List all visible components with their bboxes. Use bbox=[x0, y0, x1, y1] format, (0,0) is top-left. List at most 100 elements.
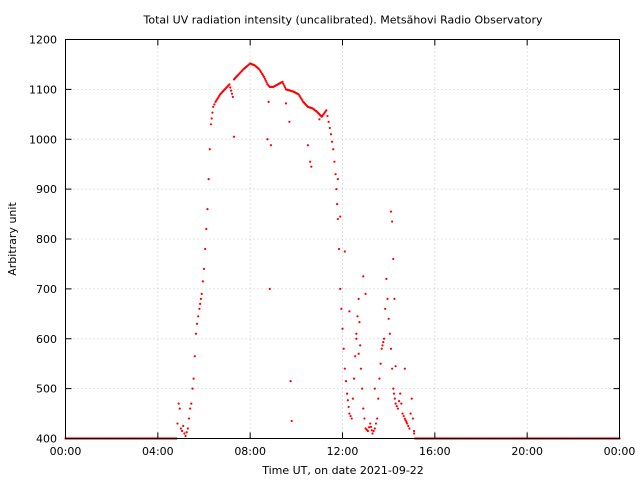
data-point-121 bbox=[176, 422, 179, 425]
outlier-point-12 bbox=[318, 118, 321, 121]
data-point-284 bbox=[334, 173, 337, 176]
x-tick-label-6: 00:00 bbox=[604, 445, 636, 458]
data-point-303 bbox=[354, 355, 357, 358]
grid bbox=[65, 39, 620, 439]
data-point-149 bbox=[207, 178, 210, 181]
data-point-310 bbox=[361, 387, 364, 390]
data-point-144 bbox=[201, 280, 204, 283]
data-point-231 bbox=[283, 86, 287, 89]
x-axis-ticks: 00:00 04:00 08:00 12:00 16:00 20:00 00:00 bbox=[50, 39, 636, 458]
outlier-point-26 bbox=[394, 365, 397, 368]
data-point-143 bbox=[200, 292, 203, 295]
outlier-point-4 bbox=[269, 144, 273, 147]
data-point-358 bbox=[411, 417, 415, 420]
data-point-299 bbox=[349, 414, 352, 418]
y-tick-label-1: 500 bbox=[36, 383, 57, 396]
data-point-152 bbox=[210, 117, 213, 120]
data-point-278 bbox=[327, 120, 330, 123]
outlier-point-25 bbox=[393, 297, 396, 300]
outlier-point-13 bbox=[336, 178, 339, 181]
data-point-281 bbox=[331, 140, 334, 143]
data-point-287 bbox=[336, 217, 339, 221]
data-point-316 bbox=[367, 426, 371, 429]
outlier-point-10 bbox=[309, 160, 312, 163]
data-point-172 bbox=[229, 86, 232, 89]
data-point-276 bbox=[325, 109, 328, 112]
data-point-309 bbox=[359, 367, 363, 370]
outlier-point-5 bbox=[284, 102, 288, 105]
data-point-277 bbox=[326, 114, 329, 118]
data-point-343 bbox=[395, 404, 398, 408]
data-point-308 bbox=[359, 344, 362, 347]
data-point-122 bbox=[177, 402, 180, 405]
y-tick-label-8: 1200 bbox=[29, 34, 57, 47]
outlier-point-28 bbox=[412, 429, 416, 433]
data-points bbox=[64, 62, 621, 440]
data-point-311 bbox=[362, 407, 365, 410]
data-point-345 bbox=[397, 399, 401, 403]
data-point-333 bbox=[385, 277, 388, 280]
outlier-point-18 bbox=[357, 352, 360, 355]
outlier-point-11 bbox=[310, 165, 313, 168]
data-point-154 bbox=[212, 105, 215, 108]
data-point-280 bbox=[329, 133, 333, 136]
data-point-328 bbox=[380, 347, 383, 350]
data-point-294 bbox=[344, 380, 348, 383]
outlier-point-14 bbox=[339, 215, 342, 218]
data-point-347 bbox=[400, 402, 403, 405]
outlier-point-27 bbox=[403, 367, 406, 370]
data-point-350 bbox=[403, 417, 406, 420]
data-point-306 bbox=[357, 297, 360, 300]
data-point-338 bbox=[391, 367, 394, 370]
data-point-330 bbox=[382, 340, 385, 344]
outlier-point-17 bbox=[355, 337, 358, 340]
data-point-171 bbox=[228, 83, 231, 86]
data-point-297 bbox=[347, 405, 350, 409]
data-point-318 bbox=[369, 425, 373, 428]
data-point-348 bbox=[401, 412, 404, 415]
x-tick-label-3: 12:00 bbox=[327, 445, 359, 458]
data-point-349 bbox=[402, 414, 405, 418]
data-point-139 bbox=[197, 315, 200, 318]
data-point-324 bbox=[376, 417, 379, 420]
outlier-point-8 bbox=[290, 419, 293, 423]
data-point-127 bbox=[183, 432, 186, 435]
data-point-335 bbox=[387, 317, 390, 320]
data-point-301 bbox=[351, 397, 354, 400]
x-tick-label-4: 16:00 bbox=[419, 445, 451, 458]
data-point-123 bbox=[178, 407, 181, 410]
data-point-304 bbox=[355, 332, 358, 335]
data-point-352 bbox=[405, 420, 408, 423]
data-point-282 bbox=[332, 148, 335, 151]
data-point-329 bbox=[381, 344, 384, 347]
data-point-134 bbox=[191, 387, 194, 390]
data-point-228 bbox=[281, 80, 284, 83]
y-tick-label-2: 600 bbox=[36, 333, 57, 346]
data-point-340 bbox=[392, 392, 396, 395]
data-point-305 bbox=[356, 315, 359, 318]
data-point-132 bbox=[189, 407, 192, 410]
data-point-341 bbox=[393, 397, 396, 400]
data-point-302 bbox=[352, 377, 356, 380]
data-point-138 bbox=[195, 322, 199, 325]
data-point-141 bbox=[199, 302, 202, 305]
data-point-153 bbox=[211, 111, 214, 114]
outlier-point-0 bbox=[232, 135, 236, 138]
chart-title: Total UV radiation intensity (uncalibrat… bbox=[143, 14, 543, 27]
y-axis-ticks: 400 500 600 700 800 900 1000 1100 1200 bbox=[29, 34, 620, 446]
data-point-211 bbox=[265, 81, 268, 84]
outlier-point-19 bbox=[362, 275, 365, 278]
data-point-124 bbox=[179, 427, 183, 430]
data-point-229 bbox=[282, 82, 285, 85]
x-axis-label: Time UT, on date 2021-09-22 bbox=[261, 464, 424, 477]
y-tick-label-5: 900 bbox=[36, 183, 57, 196]
data-point-321 bbox=[372, 429, 375, 433]
outlier-point-22 bbox=[389, 210, 393, 213]
outlier-point-16 bbox=[348, 310, 351, 313]
data-point-296 bbox=[346, 399, 349, 402]
data-point-312 bbox=[363, 417, 366, 420]
y-tick-label-6: 1000 bbox=[29, 133, 57, 146]
data-point-307 bbox=[358, 321, 361, 324]
outlier-point-23 bbox=[391, 220, 394, 223]
